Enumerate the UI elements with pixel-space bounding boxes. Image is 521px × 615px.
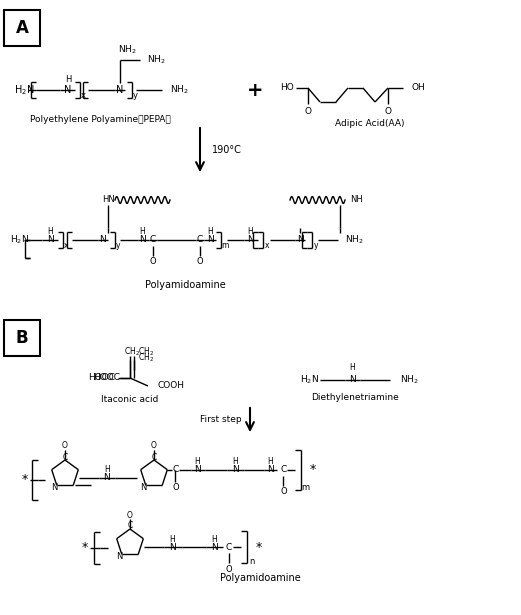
Text: H: H xyxy=(65,76,71,84)
Text: O: O xyxy=(62,442,68,451)
Text: COOH: COOH xyxy=(158,381,185,391)
Text: *: * xyxy=(256,541,262,554)
Text: y: y xyxy=(314,240,318,250)
Text: H: H xyxy=(139,226,145,236)
Text: First step: First step xyxy=(201,416,242,424)
Text: Polyethylene Polyamine（PEPA）: Polyethylene Polyamine（PEPA） xyxy=(30,116,170,124)
Text: H$_2$N: H$_2$N xyxy=(14,83,34,97)
Text: H: H xyxy=(104,466,110,475)
Text: N: N xyxy=(100,236,106,245)
Text: N: N xyxy=(194,465,201,474)
Text: H: H xyxy=(211,534,217,544)
Text: C: C xyxy=(197,236,203,245)
Text: N: N xyxy=(246,236,253,245)
Text: CH$_2$: CH$_2$ xyxy=(124,346,140,359)
Text: Adipic Acid(AA): Adipic Acid(AA) xyxy=(335,119,405,127)
Text: N: N xyxy=(169,542,176,552)
Text: H: H xyxy=(247,226,253,236)
Text: NH$_2$: NH$_2$ xyxy=(147,54,166,66)
Text: *: * xyxy=(309,463,315,476)
Text: N: N xyxy=(207,236,214,245)
Text: x: x xyxy=(81,90,85,100)
Text: N: N xyxy=(210,542,217,552)
Text: H$_2$N: H$_2$N xyxy=(10,234,29,246)
Text: Polyamidoamine: Polyamidoamine xyxy=(145,280,226,290)
FancyBboxPatch shape xyxy=(4,10,40,46)
Text: NH$_2$: NH$_2$ xyxy=(400,374,418,386)
Text: O: O xyxy=(280,487,287,496)
Text: N: N xyxy=(139,236,145,245)
Text: N: N xyxy=(46,236,53,245)
Text: H: H xyxy=(267,457,273,466)
Text: HO: HO xyxy=(280,84,294,92)
Text: H: H xyxy=(207,226,213,236)
Text: HOOC: HOOC xyxy=(93,373,120,383)
Text: NH$_2$: NH$_2$ xyxy=(170,84,189,97)
Text: +: + xyxy=(247,81,263,100)
Text: CH$_2$: CH$_2$ xyxy=(138,346,154,359)
Text: H: H xyxy=(232,457,238,466)
Text: H$_2$N: H$_2$N xyxy=(300,374,319,386)
Text: 190°C: 190°C xyxy=(212,145,242,155)
Text: O: O xyxy=(304,108,312,116)
Text: Diethylenetriamine: Diethylenetriamine xyxy=(311,394,399,402)
Text: Itaconic acid: Itaconic acid xyxy=(101,395,159,405)
Text: C: C xyxy=(63,453,68,461)
Text: m: m xyxy=(221,240,229,250)
Text: O: O xyxy=(150,258,156,266)
Text: N: N xyxy=(296,236,303,245)
Text: y: y xyxy=(116,240,120,250)
Text: N: N xyxy=(267,465,274,474)
Text: O: O xyxy=(151,442,157,451)
Text: N: N xyxy=(64,85,72,95)
FancyBboxPatch shape xyxy=(4,320,40,356)
Text: H: H xyxy=(47,226,53,236)
Text: N: N xyxy=(232,465,239,474)
Text: O: O xyxy=(172,483,179,492)
Text: A: A xyxy=(16,19,29,37)
Text: N: N xyxy=(141,483,147,492)
Text: C: C xyxy=(280,465,287,474)
Text: N: N xyxy=(117,552,123,561)
Text: H: H xyxy=(169,534,175,544)
Text: NH$_2$: NH$_2$ xyxy=(118,44,137,56)
Text: O: O xyxy=(197,258,203,266)
Text: y: y xyxy=(132,90,138,100)
Text: H: H xyxy=(194,457,200,466)
Text: NH: NH xyxy=(350,196,363,205)
Text: C: C xyxy=(150,236,156,245)
Text: N: N xyxy=(349,376,355,384)
Text: HOOC: HOOC xyxy=(88,373,115,383)
Text: N: N xyxy=(52,483,58,492)
Text: NH$_2$: NH$_2$ xyxy=(345,234,364,246)
Text: n: n xyxy=(250,557,255,566)
Text: C: C xyxy=(127,522,133,531)
Text: C: C xyxy=(152,453,157,461)
Text: *: * xyxy=(82,541,88,555)
Text: HN: HN xyxy=(102,196,115,205)
Text: O: O xyxy=(384,108,391,116)
Text: O: O xyxy=(226,565,232,574)
Text: C: C xyxy=(172,465,178,474)
Text: x: x xyxy=(64,240,68,250)
Text: O: O xyxy=(127,510,133,520)
Text: *: * xyxy=(22,474,28,486)
Text: H: H xyxy=(349,363,355,373)
Text: m: m xyxy=(301,483,309,492)
Text: N: N xyxy=(116,85,123,95)
Text: N: N xyxy=(104,474,110,483)
Text: C: C xyxy=(226,542,232,552)
Text: B: B xyxy=(16,329,28,347)
Text: OH: OH xyxy=(411,84,425,92)
Text: CH$_2$: CH$_2$ xyxy=(138,352,154,364)
Text: x: x xyxy=(265,240,269,250)
Text: Polyamidoamine: Polyamidoamine xyxy=(220,573,301,583)
